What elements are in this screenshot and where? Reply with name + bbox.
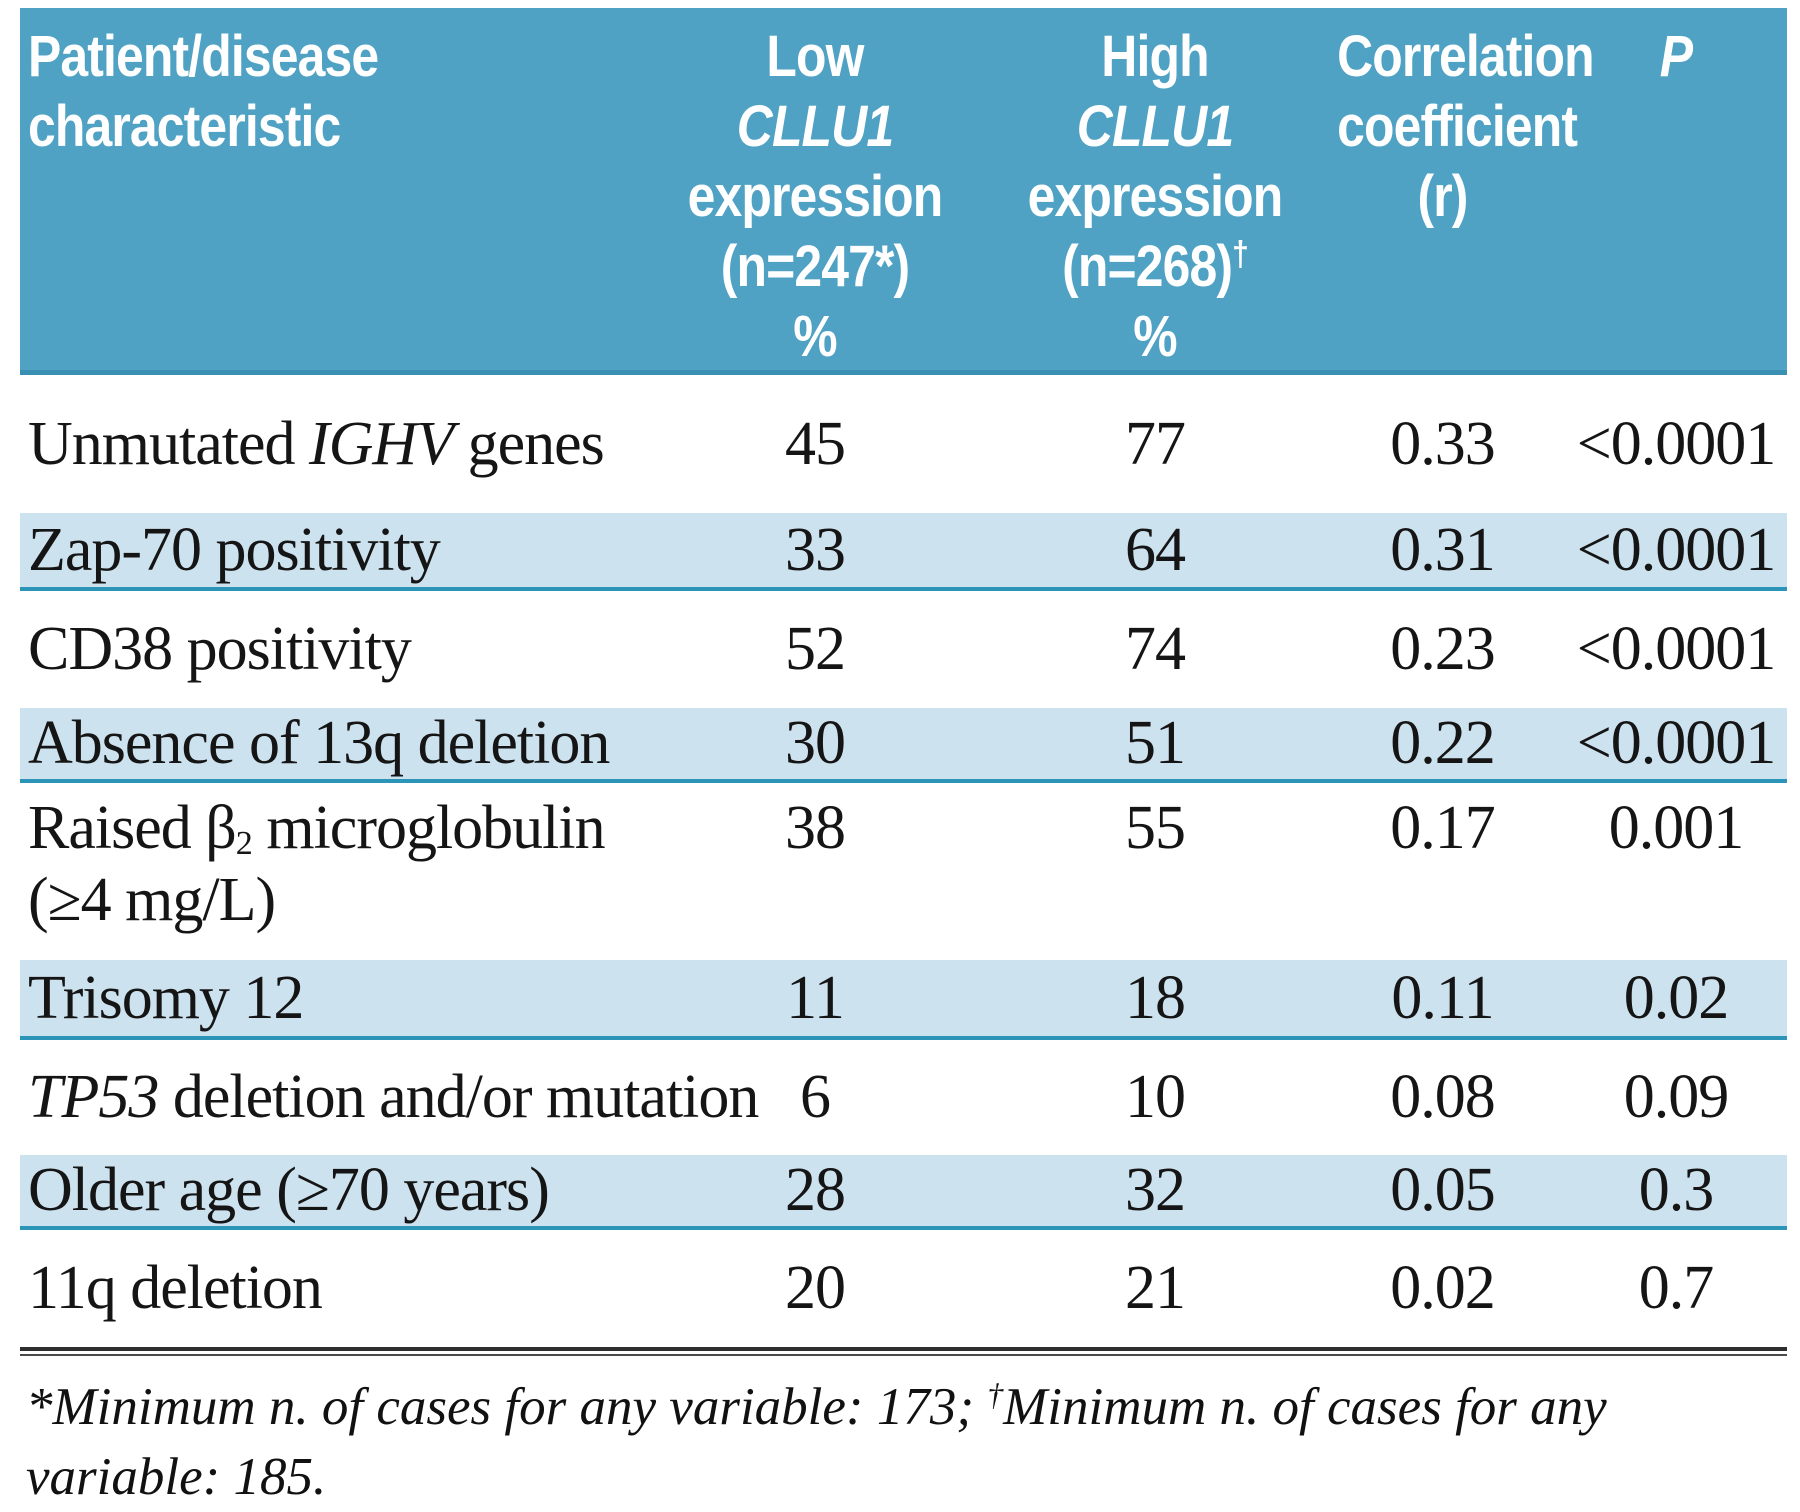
- gene-name: TP53: [28, 1063, 159, 1131]
- high-value: 51: [1125, 709, 1186, 777]
- gene-name: CLLU1: [1076, 94, 1234, 159]
- header-line: Patient/disease: [28, 24, 379, 89]
- percent-sign: %: [1133, 304, 1177, 369]
- row-label: TP53 deletion and/or mutation: [20, 1062, 759, 1133]
- header-line: Correlation: [1337, 24, 1594, 89]
- table-row: Absence of 13q deletion 30 51 0.22 <0.00…: [20, 708, 1787, 783]
- table-bottom-rule: [20, 1347, 1787, 1356]
- high-value: 21: [1125, 1254, 1186, 1322]
- table-row: Unmutated IGHV genes 45 77 0.33 <0.0001: [20, 375, 1787, 513]
- low-value: 45: [785, 409, 846, 478]
- low-value: 30: [785, 709, 846, 777]
- footnote-text: *Minimum n. of cases for any variable: 1…: [26, 1378, 988, 1436]
- p-value: 0.7: [1638, 1254, 1715, 1322]
- gene-name: CLLU1: [736, 94, 894, 159]
- p-value: <0.0001: [1576, 515, 1776, 584]
- r-value: 0.02: [1390, 1254, 1496, 1322]
- gene-name: IGHV: [309, 409, 454, 478]
- label-text: Raised β: [28, 794, 237, 862]
- low-value: 33: [785, 515, 846, 584]
- low-value: 52: [785, 615, 846, 683]
- row-label: Absence of 13q deletion: [28, 709, 610, 777]
- column-header-low-expression: Low CLLU1 expression (n=247*) %: [640, 22, 990, 372]
- high-value: 55: [1125, 794, 1186, 862]
- p-value: <0.0001: [1576, 615, 1776, 683]
- label-text: genes: [453, 409, 605, 478]
- percent-sign: %: [793, 304, 837, 369]
- header-line: Low: [766, 24, 864, 89]
- r-value: 0.22: [1390, 709, 1496, 777]
- table-header-row: Patient/disease characteristic Low CLLU1…: [20, 8, 1787, 375]
- low-value: 28: [785, 1156, 846, 1224]
- subscript-2: 2: [235, 825, 253, 863]
- table-row: Zap-70 positivity 33 64 0.31 <0.0001: [20, 513, 1787, 591]
- sample-size-text: (n=268): [1062, 234, 1233, 299]
- row-label: Trisomy 12: [28, 963, 304, 1032]
- high-value: 74: [1125, 615, 1186, 683]
- low-value: 11: [786, 963, 845, 1032]
- high-value: 18: [1125, 963, 1186, 1032]
- column-header-characteristic: Patient/disease characteristic: [20, 22, 640, 372]
- row-label: Raised β2 microglobulin (≥4 mg/L): [20, 783, 640, 936]
- low-value: 6: [800, 1063, 831, 1131]
- table-row: 11q deletion 20 21 0.02 0.7: [20, 1230, 1787, 1347]
- r-value: 0.11: [1391, 963, 1494, 1032]
- sample-size: (n=268)†: [1013, 232, 1297, 302]
- table-footnote: *Minimum n. of cases for any variable: 1…: [20, 1372, 1782, 1512]
- sample-size: (n=247*): [720, 234, 910, 299]
- p-value: 0.001: [1608, 794, 1745, 862]
- table-row: TP53 deletion and/or mutation 6 10 0.08 …: [20, 1040, 1787, 1155]
- column-header-correlation: Correlation coefficient (r): [1320, 22, 1594, 372]
- p-value: 0.3: [1638, 1156, 1715, 1224]
- label-line2: (≥4 mg/L): [28, 866, 276, 934]
- header-line: coefficient: [1337, 94, 1578, 159]
- label-text: Unmutated: [28, 409, 309, 478]
- column-header-high-expression: High CLLU1 expression (n=268)† %: [990, 22, 1320, 372]
- row-label: CD38 positivity: [28, 615, 412, 683]
- row-label: Zap-70 positivity: [28, 515, 441, 584]
- correlation-table: Patient/disease characteristic Low CLLU1…: [20, 8, 1787, 1512]
- high-value: 77: [1125, 409, 1186, 478]
- p-value: <0.0001: [1576, 709, 1776, 777]
- row-label: Unmutated IGHV genes: [20, 409, 640, 480]
- p-value: 0.02: [1623, 963, 1730, 1032]
- r-value: 0.05: [1390, 1156, 1496, 1224]
- table-row: Older age (≥70 years) 28 32 0.05 0.3: [20, 1155, 1787, 1230]
- row-label: 11q deletion: [28, 1254, 323, 1322]
- p-value: <0.0001: [1576, 409, 1776, 478]
- high-value: 64: [1125, 515, 1186, 584]
- table-row: Trisomy 12 11 18 0.11 0.02: [20, 960, 1787, 1040]
- header-line: expression: [687, 164, 944, 229]
- dagger-marker: †: [1232, 234, 1249, 274]
- r-value: 0.31: [1390, 515, 1496, 584]
- r-value: 0.08: [1390, 1063, 1496, 1131]
- dagger-marker: †: [987, 1377, 1004, 1413]
- table-row: CD38 positivity 52 74 0.23 <0.0001: [20, 591, 1787, 708]
- p-value: 0.09: [1623, 1063, 1730, 1131]
- header-line: (r): [1417, 164, 1468, 229]
- header-line: High: [1101, 24, 1209, 89]
- label-text: deletion and/or mutation: [158, 1063, 760, 1131]
- low-value: 20: [785, 1254, 846, 1322]
- label-text: microglobulin: [251, 794, 605, 862]
- header-line: characteristic: [28, 94, 341, 159]
- row-label: Older age (≥70 years): [28, 1156, 550, 1224]
- low-value: 38: [785, 794, 846, 862]
- header-line: expression: [1027, 164, 1284, 229]
- r-value: 0.17: [1390, 794, 1496, 862]
- r-value: 0.23: [1390, 615, 1496, 683]
- column-header-p: P: [1565, 22, 1787, 372]
- table-row: Raised β2 microglobulin (≥4 mg/L) 38 55 0…: [20, 783, 1787, 960]
- high-value: 10: [1125, 1063, 1186, 1131]
- high-value: 32: [1125, 1156, 1186, 1224]
- r-value: 0.33: [1390, 409, 1496, 478]
- p-header: P: [1659, 24, 1693, 89]
